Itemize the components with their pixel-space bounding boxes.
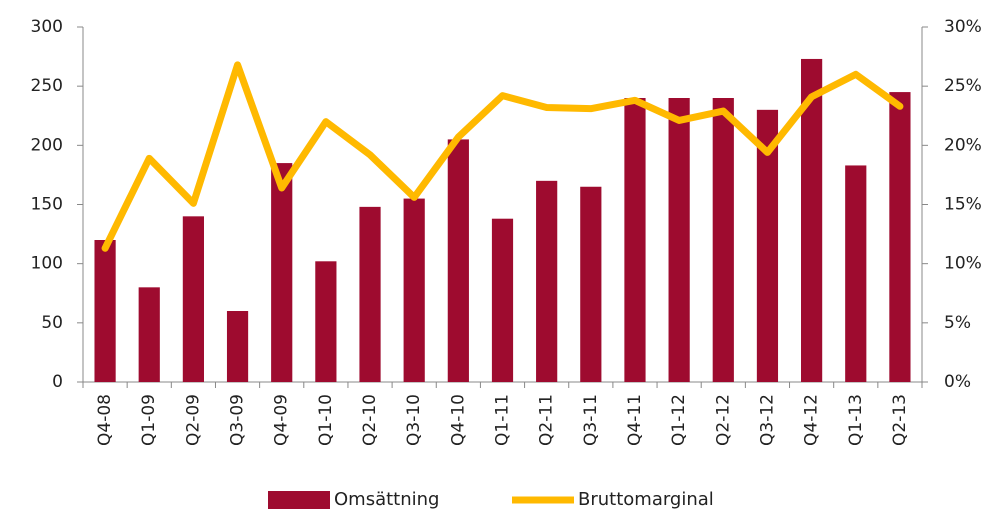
y-tick-label: 0 [52,372,63,392]
line [101,61,904,252]
x-tick-label: Q2-09 [183,394,203,446]
bar [624,98,646,382]
x-tick-label: Q1-09 [139,394,159,446]
bar [182,216,204,382]
x-tick-label: Q2-11 [537,394,557,446]
bar [315,261,337,382]
legend-swatch [268,491,330,509]
bar [536,180,558,382]
y-tick-label: 250 [31,76,63,96]
y-tick-label: 50 [41,313,63,333]
y-tick-label: 100 [31,254,63,274]
x-tick-label: Q4-10 [448,394,468,446]
x-tick-label: Q3-12 [757,394,777,446]
bar [756,109,779,382]
y2-tick-label: 20% [944,135,982,155]
y-tick-label: 150 [31,195,63,215]
x-tick-label: Q4-09 [272,394,292,446]
y2-tick-label: 15% [944,195,982,215]
y2-tick-label: 0% [944,372,971,392]
bar [271,163,293,382]
x-tick-label: Q1-12 [669,394,689,446]
bar [447,139,469,382]
legend-label: Omsättning [334,489,439,510]
x-tick-label: Q1-10 [316,394,336,446]
bar [491,218,514,382]
bar [94,240,116,382]
bar [580,186,602,382]
y2-tick-label: 30% [944,17,982,37]
x-tick-label: Q4-08 [95,394,115,446]
x-tick-label: Q2-13 [890,394,910,446]
bar [138,287,160,382]
y2-tick-label: 25% [944,76,982,96]
x-tick-label: Q4-12 [802,394,822,446]
bar [403,198,425,382]
x-tick-label: Q3-09 [228,394,248,446]
bar [226,311,249,382]
bar [359,206,381,382]
bar [801,58,823,382]
y2-tick-label: 5% [944,313,971,333]
x-tick-label: Q4-11 [625,394,645,446]
legend-label: Bruttomarginal [578,489,714,510]
x-tick-label: Q1-11 [493,394,513,446]
x-tick-label: Q3-11 [581,394,601,446]
bar [668,98,690,382]
bar [712,98,734,382]
x-tick-label: Q1-13 [846,394,866,446]
y2-tick-label: 10% [944,254,982,274]
bar [845,165,867,382]
y-tick-label: 200 [31,135,63,155]
x-tick-label: Q3-10 [404,394,424,446]
x-tick-label: Q2-10 [360,394,380,446]
y-tick-label: 300 [31,17,63,37]
x-tick-label: Q2-12 [713,394,733,446]
bar [889,92,911,382]
